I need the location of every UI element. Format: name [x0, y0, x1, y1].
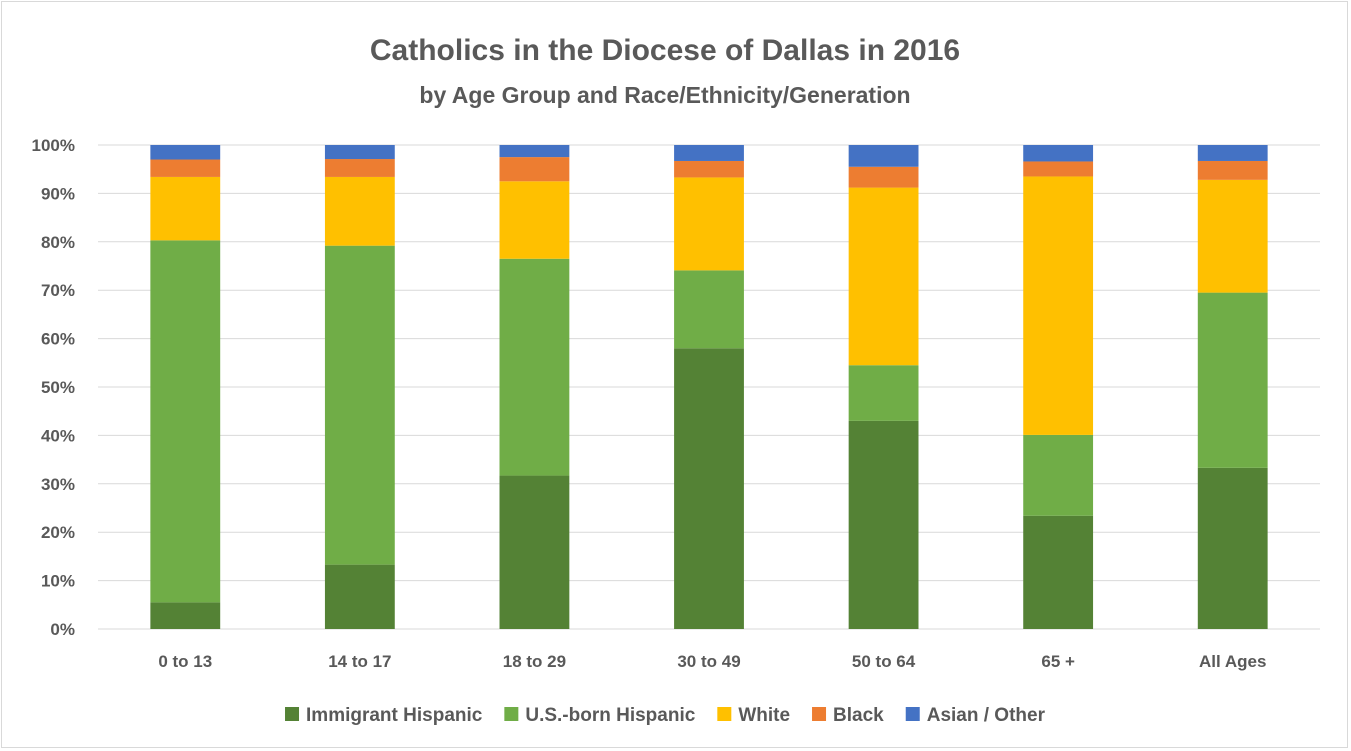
y-axis: 0% 10% 20% 30% 40% 50% 60% 70% 80% 90% 100%	[32, 136, 75, 639]
y-tick-label: 10%	[41, 572, 75, 591]
bar-segment	[324, 564, 395, 629]
bar-segment	[848, 365, 919, 421]
legend-item: Immigrant Hispanic	[285, 705, 483, 726]
legend-label: Immigrant Hispanic	[306, 705, 483, 726]
bar-segment	[150, 159, 221, 177]
bar-segment	[848, 187, 919, 366]
y-tick-label: 50%	[41, 378, 75, 397]
y-tick-label: 0%	[50, 620, 75, 639]
legend-item: Black	[812, 705, 884, 726]
bar-segment	[150, 145, 221, 160]
legend-swatch	[905, 707, 920, 721]
x-tick-label: 0 to 13	[158, 652, 212, 671]
legend-label: Asian / Other	[927, 705, 1046, 726]
bar-segment	[1023, 145, 1094, 162]
x-tick-label: 50 to 64	[852, 652, 916, 671]
bar-segment	[324, 159, 395, 177]
x-tick-label: All Ages	[1199, 652, 1266, 671]
chart-subtitle: by Age Group and Race/Ethnicity/Generati…	[419, 82, 910, 108]
bar-segment	[1197, 467, 1268, 629]
legend-swatch	[812, 707, 827, 721]
y-tick-label: 100%	[32, 136, 75, 155]
bar-segment	[150, 602, 221, 629]
chart-title: Catholics in the Diocese of Dallas in 20…	[370, 34, 960, 67]
y-tick-label: 30%	[41, 475, 75, 494]
x-axis: 0 to 13 14 to 17 18 to 29 30 to 49 50 to 64 6…	[158, 652, 1266, 671]
bar-segment	[848, 420, 919, 629]
x-tick-label: 18 to 29	[503, 652, 566, 671]
legend-label: U.S.-born Hispanic	[525, 705, 695, 726]
bar-segment	[1197, 145, 1268, 161]
y-tick-label: 60%	[41, 330, 75, 349]
y-tick-label: 20%	[41, 523, 75, 542]
bar-segment	[848, 166, 919, 188]
x-tick-label: 14 to 17	[328, 652, 391, 671]
legend: Immigrant Hispanic U.S.-born Hispanic Whit…	[285, 705, 1046, 726]
y-tick-label: 40%	[41, 426, 75, 445]
bar-segment	[674, 348, 744, 629]
legend-label: White	[738, 705, 790, 726]
legend-swatch	[504, 707, 519, 721]
y-tick-label: 70%	[41, 281, 75, 300]
legend-label: Black	[833, 705, 884, 726]
legend-item: Asian / Other	[905, 705, 1046, 726]
bar-segment	[1023, 176, 1094, 435]
bar-segment	[499, 145, 570, 158]
bar-segment	[1023, 434, 1094, 516]
legend-swatch	[717, 707, 732, 721]
bar-segment	[499, 157, 570, 182]
bar-segment	[1023, 161, 1094, 177]
bar-segment	[1023, 515, 1094, 629]
bar-segment	[499, 181, 570, 259]
bar-segment	[674, 145, 744, 161]
bar-segment	[324, 245, 395, 565]
bar-segment	[499, 258, 570, 476]
bar-segment	[499, 475, 570, 629]
bars	[150, 145, 1268, 629]
y-tick-label: 90%	[41, 184, 75, 203]
bar-segment	[150, 240, 221, 603]
bar-segment	[674, 177, 744, 271]
legend-item: White	[717, 705, 790, 726]
legend-swatch	[285, 707, 300, 721]
legend-item: U.S.-born Hispanic	[504, 705, 696, 726]
bar-segment	[1197, 179, 1268, 293]
bar-segment	[848, 145, 919, 167]
bar-segment	[1197, 292, 1268, 468]
y-tick-label: 80%	[41, 233, 75, 252]
bar-segment	[324, 176, 395, 246]
x-tick-label: 30 to 49	[677, 652, 740, 671]
bar-segment	[324, 145, 395, 160]
bar-segment	[150, 176, 221, 241]
bar-segment	[674, 270, 744, 349]
x-tick-label: 65 +	[1041, 652, 1075, 671]
bar-segment	[674, 160, 744, 178]
bar-segment	[1197, 160, 1268, 180]
